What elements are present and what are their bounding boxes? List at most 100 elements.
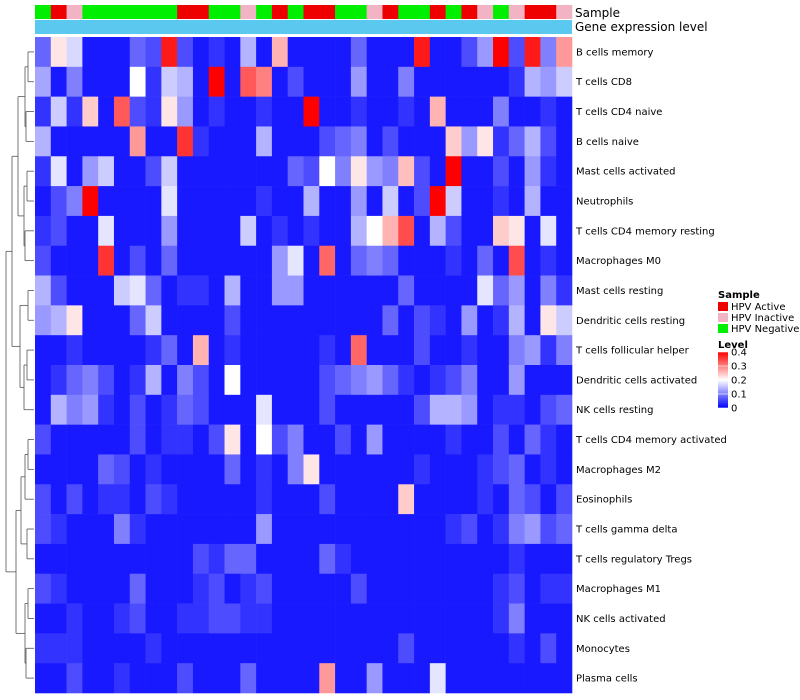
heatmap-cell (461, 305, 478, 336)
heatmap-cell (177, 573, 194, 604)
heatmap-cell (129, 66, 146, 97)
heatmap-cell (35, 484, 52, 515)
heatmap-cell (445, 126, 462, 157)
heatmap-cell (319, 573, 336, 604)
heatmap-cell (240, 394, 257, 425)
heatmap-cell (208, 573, 225, 604)
heatmap-cell (192, 633, 210, 664)
heatmap-cell (287, 543, 304, 575)
heatmap-cell (461, 424, 478, 455)
heatmap-cell (177, 394, 194, 425)
heatmap-cell (113, 484, 131, 515)
heatmap-cell (477, 514, 494, 545)
heatmap-cell (382, 424, 399, 455)
heatmap-cell (98, 96, 115, 127)
row-label: T cells CD4 memory resting (575, 226, 715, 237)
heatmap-cell (145, 96, 162, 127)
heatmap-cell (256, 394, 273, 425)
heatmap-cell (414, 603, 431, 634)
heatmap-cell (335, 573, 352, 604)
heatmap-cell (429, 37, 446, 68)
heatmap-cell (445, 305, 462, 336)
sample-annotation-cell (98, 5, 115, 19)
heatmap-cell (366, 365, 383, 396)
heatmap-cell (240, 37, 257, 68)
heatmap-cell (414, 335, 431, 366)
heatmap-cell (319, 663, 336, 694)
heatmap-cell (319, 603, 336, 634)
heatmap-cell (287, 156, 304, 187)
row-labels: B cells memory T cells CD8 T cells CD4 nai… (575, 47, 727, 684)
heatmap-cell (287, 66, 304, 97)
row-label: T cells follicular helper (575, 346, 690, 357)
heatmap-cell (129, 365, 146, 396)
heatmap-cell (303, 245, 320, 276)
heatmap-cell (287, 96, 304, 127)
heatmap-cell (398, 37, 415, 68)
heatmap-cell (319, 275, 336, 306)
heatmap-cell (414, 454, 431, 485)
heatmap-cell (50, 37, 67, 68)
heatmap-cell (303, 305, 320, 336)
heatmap-cell (129, 335, 146, 366)
heatmap-cell (161, 156, 178, 187)
heatmap-cell (414, 573, 431, 604)
sample-annotation-cell (50, 5, 67, 19)
heatmap-cell (224, 484, 241, 515)
heatmap-cell (82, 365, 99, 396)
heatmap-cell (256, 424, 273, 455)
heatmap-cell (461, 573, 478, 604)
heatmap-cell (335, 603, 352, 634)
heatmap-cell (524, 543, 541, 575)
sample-annotation-cell (208, 5, 225, 19)
heatmap-cell (98, 573, 115, 604)
heatmap-cell (429, 275, 446, 306)
heatmap-cell (414, 156, 431, 187)
heatmap-cell (524, 394, 541, 425)
heatmap-cell (414, 663, 431, 694)
heatmap-cell (524, 633, 541, 664)
heatmap-cell (540, 663, 557, 694)
heatmap-cell (335, 37, 352, 68)
sample-annotation-cell (256, 5, 273, 19)
heatmap-cell (319, 96, 336, 127)
row-label: Neutrophils (576, 197, 633, 208)
heatmap-cell (50, 156, 67, 187)
heatmap-cell (287, 305, 304, 336)
heatmap-cell (556, 454, 573, 485)
heatmap-cell (350, 365, 367, 396)
heatmap-cell (477, 186, 494, 217)
heatmap-cell (256, 573, 273, 604)
heatmap-cell (319, 365, 336, 396)
heatmap-cell (82, 215, 99, 247)
heatmap-cell (208, 186, 225, 217)
heatmap-cell (161, 305, 178, 336)
heatmap-cell (129, 543, 146, 575)
heatmap-cell (493, 543, 510, 575)
row-label: T cells regulatory Tregs (575, 554, 692, 565)
heatmap-cell (303, 275, 320, 306)
heatmap-cell (335, 156, 352, 187)
heatmap-cell (445, 394, 462, 425)
heatmap-cell (493, 484, 510, 515)
heatmap-cell (113, 424, 131, 455)
heatmap-cell (271, 633, 289, 664)
sample-annotation-cell (177, 5, 194, 19)
heatmap-cell (445, 37, 462, 68)
sample-annotation-cell (161, 5, 178, 19)
heatmap-cell (429, 514, 446, 545)
heatmap-cell (224, 603, 241, 634)
heatmap-cell (192, 603, 210, 634)
heatmap-cell (35, 66, 52, 97)
heatmap-cell (477, 335, 494, 366)
heatmap-cell (382, 484, 399, 515)
heatmap-cell (556, 543, 573, 575)
heatmap-cell (208, 365, 225, 396)
heatmap-cell (240, 663, 257, 694)
heatmap-cell (319, 454, 336, 485)
heatmap-cell (82, 633, 99, 664)
heatmap-cell (113, 514, 131, 545)
heatmap-cell (271, 156, 289, 187)
heatmap-cell (224, 186, 241, 217)
heatmap-cell (540, 66, 557, 97)
